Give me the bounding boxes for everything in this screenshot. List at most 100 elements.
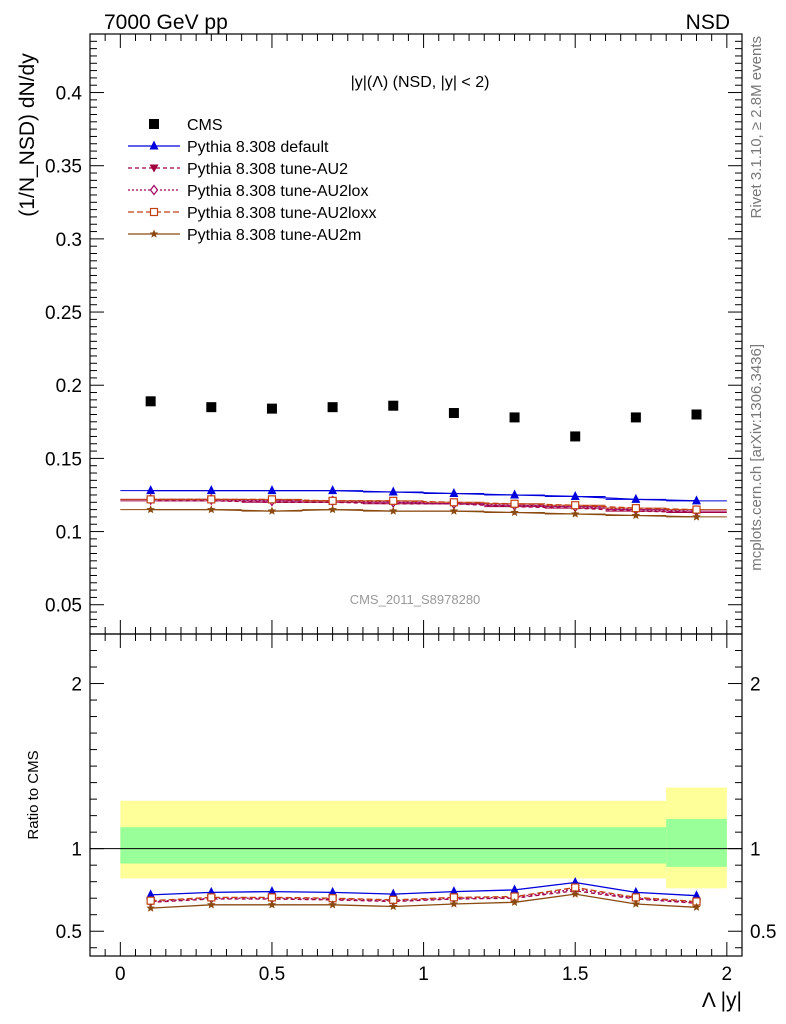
series-layer <box>120 396 727 912</box>
ratio-tick-label: 0.5 <box>56 922 82 943</box>
series-point <box>692 505 701 514</box>
legend: CMS Pythia 8.308 default Pythia 8.308 tune… <box>128 117 376 244</box>
y-tick-label: 0.1 <box>56 523 82 544</box>
series-ratio-line <box>150 886 697 903</box>
series-point <box>570 490 580 500</box>
data-point <box>206 402 217 413</box>
legend-label-3: Pythia 8.308 tune-AU2loxx <box>187 205 376 222</box>
series-point <box>692 495 702 505</box>
series-ratio-point <box>631 899 641 908</box>
series-ratio-line <box>150 881 697 897</box>
series-ratio-line <box>150 893 697 909</box>
series-point <box>267 506 277 515</box>
y-tick-label: 0.15 <box>45 449 82 470</box>
series-point <box>389 496 398 505</box>
series-0 <box>120 485 727 900</box>
series-ratio-point <box>388 901 398 911</box>
legend-marker-4 <box>149 229 159 238</box>
series-ratio-point <box>692 902 701 911</box>
ratio-y-axis-label: Ratio to CMS <box>25 750 42 839</box>
series-ratio-point <box>267 900 277 909</box>
legend-label-data: CMS <box>187 117 223 134</box>
series-ratio-line <box>150 890 697 904</box>
data-point <box>630 412 641 423</box>
mcplots-side-label: mcplots.cern.ch [arXiv:1306.3436] <box>748 344 765 571</box>
series-point <box>267 485 277 495</box>
series-ratio-point <box>146 903 155 912</box>
series-ratio-point <box>146 896 155 905</box>
ratio-band-inner-1 <box>666 818 727 867</box>
series-ratio-point <box>449 886 459 896</box>
data-point <box>145 396 156 407</box>
series-point <box>388 486 398 496</box>
data-point <box>327 402 338 413</box>
legend-label-4: Pythia 8.308 tune-AU2m <box>187 227 361 244</box>
data-point <box>266 403 277 414</box>
series-ratio-point <box>449 899 459 908</box>
x-tick-label: 0.5 <box>259 964 285 985</box>
series-point <box>207 495 216 504</box>
series-point <box>146 485 156 495</box>
x-tick-label: 0 <box>115 964 126 985</box>
series-ratio-point <box>388 888 398 898</box>
data-point <box>570 431 581 442</box>
series-ratio-point <box>510 897 519 906</box>
legend-marker-0 <box>149 140 159 150</box>
x-tick-label: 1.5 <box>562 964 588 985</box>
ratio-tick-label: 1 <box>71 840 82 861</box>
header-right: NSD <box>686 11 730 34</box>
series-point <box>510 499 519 508</box>
legend-label-2: Pythia 8.308 tune-AU2lox <box>187 183 368 200</box>
ratio-tick-label-right: 0.5 <box>750 922 776 943</box>
ratio-panel-frame <box>89 633 743 957</box>
series-point <box>328 485 338 495</box>
x-tick-label: 1 <box>418 964 429 985</box>
header-left: 7000 GeV pp <box>104 11 228 34</box>
y-axis-label: (1/N_NSD) dN/dy <box>16 53 39 217</box>
series-ratio-point <box>207 893 216 902</box>
series-ratio-point <box>207 900 216 909</box>
data-point <box>509 412 520 423</box>
ratio-band-inner-0 <box>120 827 667 864</box>
series-point <box>510 508 519 517</box>
axis-ticks: 0.05 0.1 0.15 0.2 0.25 0.3 0.35 0.4 0.5 0.5 1 1 2 2 0 0… <box>45 34 776 985</box>
series-point <box>631 493 641 503</box>
series-point <box>631 510 641 520</box>
rivet-side-label: Rivet 3.1.10, ≥ 2.8M events <box>748 36 765 219</box>
data-series <box>145 396 702 442</box>
series-ratio-point <box>328 900 337 909</box>
series-point <box>328 496 337 505</box>
legend-marker-3 <box>149 207 159 217</box>
legend-marker-1 <box>149 164 159 173</box>
ratio-tick-label: 2 <box>71 675 82 696</box>
series-point <box>206 485 216 495</box>
series-point <box>570 509 580 518</box>
series-point <box>267 495 277 504</box>
y-tick-label: 0.2 <box>56 376 82 397</box>
ratio-bands <box>90 787 742 889</box>
series-4 <box>120 505 727 912</box>
legend-label-1: Pythia 8.308 tune-AU2 <box>187 161 348 178</box>
legend-label-0: Pythia 8.308 default <box>187 139 329 156</box>
series-point <box>388 506 398 515</box>
data-point <box>448 408 459 419</box>
analysis-watermark: CMS_2011_S8978280 <box>350 592 481 607</box>
x-axis-label: Λ |y| <box>702 989 742 1012</box>
chart-title: |y|(Λ) (NSD, |y| < 2) <box>351 74 490 91</box>
y-tick-label: 0.4 <box>56 84 83 105</box>
series-ratio-point <box>510 884 520 894</box>
series-point <box>449 506 459 515</box>
legend-marker-data <box>149 119 159 129</box>
ratio-tick-label-right: 2 <box>750 675 761 696</box>
data-point <box>691 409 702 420</box>
series-point <box>571 501 580 510</box>
series-point <box>631 504 640 513</box>
series-line <box>150 498 697 512</box>
y-tick-label: 0.05 <box>45 596 82 617</box>
series-ratio-line <box>150 888 697 903</box>
legend-marker-2 <box>149 184 159 196</box>
series-point <box>449 488 459 498</box>
y-tick-label: 0.35 <box>45 157 82 178</box>
y-tick-label: 0.25 <box>45 303 82 324</box>
